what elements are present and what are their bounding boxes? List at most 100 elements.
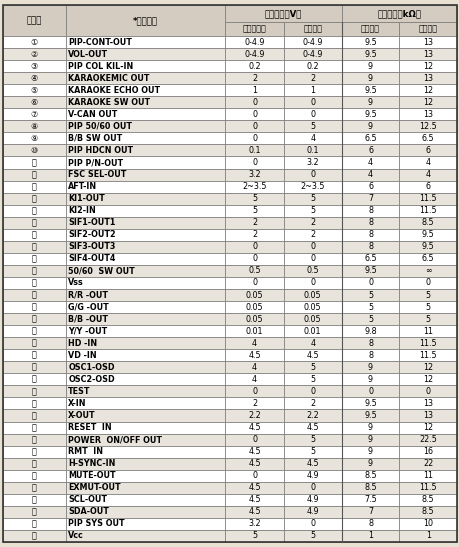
Text: 3.2: 3.2 bbox=[306, 158, 318, 167]
Text: RMT  IN: RMT IN bbox=[68, 447, 103, 456]
Bar bbox=[225, 168, 283, 181]
Bar bbox=[66, 72, 225, 84]
Text: 6: 6 bbox=[425, 182, 430, 191]
Bar bbox=[398, 144, 456, 156]
Bar bbox=[66, 277, 225, 289]
Bar bbox=[66, 120, 225, 132]
Text: 红嘴测量: 红嘴测量 bbox=[360, 25, 379, 33]
Text: 9: 9 bbox=[367, 435, 372, 444]
Text: PIP COL KIL-IN: PIP COL KIL-IN bbox=[68, 62, 133, 71]
Bar bbox=[3, 168, 66, 181]
Bar bbox=[66, 60, 225, 72]
Text: 9: 9 bbox=[367, 459, 372, 468]
Text: 0: 0 bbox=[309, 242, 314, 251]
Text: ㉓: ㉓ bbox=[32, 302, 37, 312]
Text: Vss: Vss bbox=[68, 278, 84, 288]
Bar bbox=[66, 494, 225, 506]
Bar bbox=[398, 446, 456, 458]
Bar bbox=[283, 470, 341, 482]
Text: ⑳: ⑳ bbox=[32, 266, 37, 276]
Text: 4.9: 4.9 bbox=[306, 471, 318, 480]
Text: 5: 5 bbox=[309, 447, 314, 456]
Text: 8.5: 8.5 bbox=[364, 484, 376, 492]
Text: 13: 13 bbox=[422, 74, 432, 83]
Bar bbox=[66, 265, 225, 277]
Bar bbox=[398, 289, 456, 301]
Text: 0: 0 bbox=[425, 387, 430, 396]
Text: 6.5: 6.5 bbox=[421, 134, 434, 143]
Bar bbox=[3, 96, 66, 108]
Bar bbox=[283, 193, 341, 205]
Text: ㉛: ㉛ bbox=[32, 399, 37, 408]
Text: 0: 0 bbox=[309, 484, 314, 492]
Text: 1: 1 bbox=[367, 532, 372, 540]
Text: TEST: TEST bbox=[68, 387, 90, 396]
Bar bbox=[3, 313, 66, 325]
Bar bbox=[225, 48, 283, 60]
Text: RESET  IN: RESET IN bbox=[68, 423, 112, 432]
Bar bbox=[283, 482, 341, 494]
Bar bbox=[225, 120, 283, 132]
Text: OSC1-OSD: OSC1-OSD bbox=[68, 363, 114, 372]
Bar bbox=[3, 5, 66, 36]
Bar bbox=[283, 386, 341, 398]
Text: 0.05: 0.05 bbox=[303, 302, 321, 312]
Bar bbox=[283, 301, 341, 313]
Text: ⑩: ⑩ bbox=[31, 146, 38, 155]
Bar bbox=[283, 277, 341, 289]
Bar bbox=[283, 120, 341, 132]
Bar bbox=[341, 60, 398, 72]
Text: 0.5: 0.5 bbox=[248, 266, 260, 276]
Text: 5: 5 bbox=[309, 532, 314, 540]
Bar bbox=[341, 205, 398, 217]
Text: 0.1: 0.1 bbox=[248, 146, 260, 155]
Bar bbox=[3, 374, 66, 386]
Bar bbox=[341, 253, 398, 265]
Bar bbox=[66, 193, 225, 205]
Text: ⑭: ⑭ bbox=[32, 194, 37, 203]
Text: 0-4.9: 0-4.9 bbox=[244, 38, 264, 46]
Text: 5: 5 bbox=[309, 435, 314, 444]
Text: ㉒: ㉒ bbox=[32, 290, 37, 300]
Bar bbox=[66, 470, 225, 482]
Text: ⑬: ⑬ bbox=[32, 182, 37, 191]
Bar bbox=[66, 36, 225, 48]
Bar bbox=[341, 132, 398, 144]
Text: 9.5: 9.5 bbox=[421, 230, 434, 239]
Bar bbox=[283, 144, 341, 156]
Text: ㊳: ㊳ bbox=[32, 484, 37, 492]
Bar bbox=[225, 265, 283, 277]
Text: 5: 5 bbox=[425, 302, 430, 312]
Text: POWER  ON/OFF OUT: POWER ON/OFF OUT bbox=[68, 435, 162, 444]
Text: 8.5: 8.5 bbox=[421, 218, 434, 227]
Text: 4: 4 bbox=[367, 170, 372, 179]
Bar bbox=[66, 422, 225, 434]
Bar bbox=[283, 361, 341, 374]
Text: ⑦: ⑦ bbox=[31, 110, 38, 119]
Bar bbox=[225, 289, 283, 301]
Text: 9.5: 9.5 bbox=[364, 266, 376, 276]
Text: 1: 1 bbox=[425, 532, 430, 540]
Bar bbox=[398, 398, 456, 410]
Bar bbox=[398, 313, 456, 325]
Bar bbox=[66, 361, 225, 374]
Bar bbox=[283, 229, 341, 241]
Text: 12: 12 bbox=[422, 62, 432, 71]
Text: 9.5: 9.5 bbox=[364, 50, 376, 59]
Bar bbox=[225, 193, 283, 205]
Bar bbox=[283, 241, 341, 253]
Bar bbox=[283, 181, 341, 193]
Text: 11.5: 11.5 bbox=[419, 339, 436, 348]
Text: 4.5: 4.5 bbox=[248, 423, 260, 432]
Text: ㉔: ㉔ bbox=[32, 315, 37, 324]
Bar bbox=[341, 193, 398, 205]
Text: ㊶: ㊶ bbox=[32, 520, 37, 528]
Text: 0.1: 0.1 bbox=[306, 146, 318, 155]
Bar bbox=[398, 506, 456, 518]
Text: 12: 12 bbox=[422, 363, 432, 372]
Text: 0-4.9: 0-4.9 bbox=[244, 50, 264, 59]
Bar bbox=[341, 72, 398, 84]
Bar bbox=[341, 470, 398, 482]
Bar bbox=[3, 84, 66, 96]
Bar bbox=[3, 530, 66, 542]
